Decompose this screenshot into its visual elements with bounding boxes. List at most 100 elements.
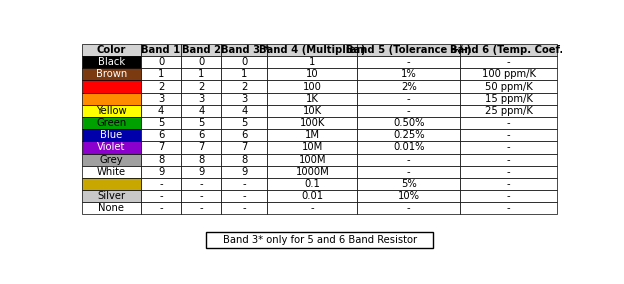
Bar — [181, 80, 222, 93]
Text: 7: 7 — [241, 143, 248, 153]
Text: -: - — [200, 179, 203, 189]
Bar — [141, 56, 181, 68]
Bar — [82, 154, 141, 166]
Bar — [141, 80, 181, 93]
Bar — [268, 190, 357, 202]
Bar — [82, 56, 141, 68]
Text: 9: 9 — [241, 167, 248, 177]
Bar — [357, 202, 461, 214]
Bar — [82, 105, 141, 117]
Text: 100K: 100K — [300, 118, 325, 128]
Bar — [268, 68, 357, 80]
Bar — [268, 93, 357, 105]
Text: 0.01: 0.01 — [301, 191, 323, 201]
Bar — [181, 141, 222, 154]
Text: 10%: 10% — [397, 191, 420, 201]
Text: 1%: 1% — [401, 69, 417, 80]
Bar — [357, 117, 461, 129]
Bar — [82, 93, 141, 105]
Text: 0: 0 — [198, 57, 205, 67]
Text: 100: 100 — [303, 82, 322, 91]
Text: 1K: 1K — [306, 94, 319, 104]
Bar — [141, 202, 181, 214]
Text: 0: 0 — [158, 57, 164, 67]
Text: -: - — [407, 94, 411, 104]
Bar — [357, 105, 461, 117]
Bar — [357, 80, 461, 93]
Text: 9: 9 — [158, 167, 164, 177]
Bar — [82, 68, 141, 80]
Text: -: - — [507, 130, 510, 140]
Bar — [222, 68, 268, 80]
Bar — [222, 190, 268, 202]
Bar — [268, 141, 357, 154]
Text: White: White — [97, 167, 126, 177]
Text: -: - — [159, 191, 163, 201]
Bar — [222, 80, 268, 93]
Bar — [461, 117, 557, 129]
Text: 1: 1 — [198, 69, 205, 80]
Bar — [268, 105, 357, 117]
Text: 5: 5 — [158, 118, 164, 128]
Bar — [461, 166, 557, 178]
Bar — [222, 44, 268, 56]
Bar — [181, 129, 222, 141]
Text: -: - — [507, 143, 510, 153]
Bar — [82, 117, 141, 129]
Bar — [181, 105, 222, 117]
Bar — [268, 117, 357, 129]
Bar — [357, 141, 461, 154]
Text: -: - — [311, 203, 314, 213]
Bar — [268, 166, 357, 178]
Text: 6: 6 — [241, 130, 248, 140]
Bar — [357, 154, 461, 166]
Text: 10: 10 — [306, 69, 319, 80]
Text: -: - — [243, 203, 246, 213]
Bar — [222, 166, 268, 178]
Text: 3: 3 — [198, 94, 205, 104]
Bar — [181, 202, 222, 214]
Text: Grey: Grey — [100, 155, 124, 165]
Bar — [181, 166, 222, 178]
Bar — [357, 190, 461, 202]
Bar — [461, 80, 557, 93]
Bar — [206, 232, 434, 248]
Text: -: - — [507, 179, 510, 189]
Bar — [82, 178, 141, 190]
Bar — [268, 44, 357, 56]
Bar — [82, 129, 141, 141]
Text: 2%: 2% — [401, 82, 417, 91]
Text: -: - — [507, 203, 510, 213]
Text: 2: 2 — [158, 82, 164, 91]
Text: Red: Red — [102, 82, 121, 91]
Text: 0.01%: 0.01% — [393, 143, 424, 153]
Bar — [357, 44, 461, 56]
Bar — [82, 80, 141, 93]
Bar — [461, 129, 557, 141]
Text: 7: 7 — [198, 143, 205, 153]
Text: 100 ppm/K: 100 ppm/K — [482, 69, 535, 80]
Bar — [268, 56, 357, 68]
Text: 0.25%: 0.25% — [393, 130, 424, 140]
Bar — [181, 154, 222, 166]
Bar — [461, 93, 557, 105]
Bar — [357, 93, 461, 105]
Text: -: - — [507, 155, 510, 165]
Text: Yellow: Yellow — [96, 106, 127, 116]
Text: 0.1: 0.1 — [305, 179, 320, 189]
Bar — [461, 105, 557, 117]
Bar — [461, 141, 557, 154]
Text: Green: Green — [96, 118, 127, 128]
Text: -: - — [200, 191, 203, 201]
Text: 8: 8 — [198, 155, 205, 165]
Text: 3: 3 — [158, 94, 164, 104]
Text: 1000M: 1000M — [295, 167, 329, 177]
Text: Band 2: Band 2 — [182, 45, 221, 55]
Text: -: - — [407, 57, 411, 67]
Bar — [141, 166, 181, 178]
Text: 1: 1 — [158, 69, 164, 80]
Bar — [222, 202, 268, 214]
Bar — [268, 80, 357, 93]
Text: -: - — [507, 57, 510, 67]
Bar — [222, 117, 268, 129]
